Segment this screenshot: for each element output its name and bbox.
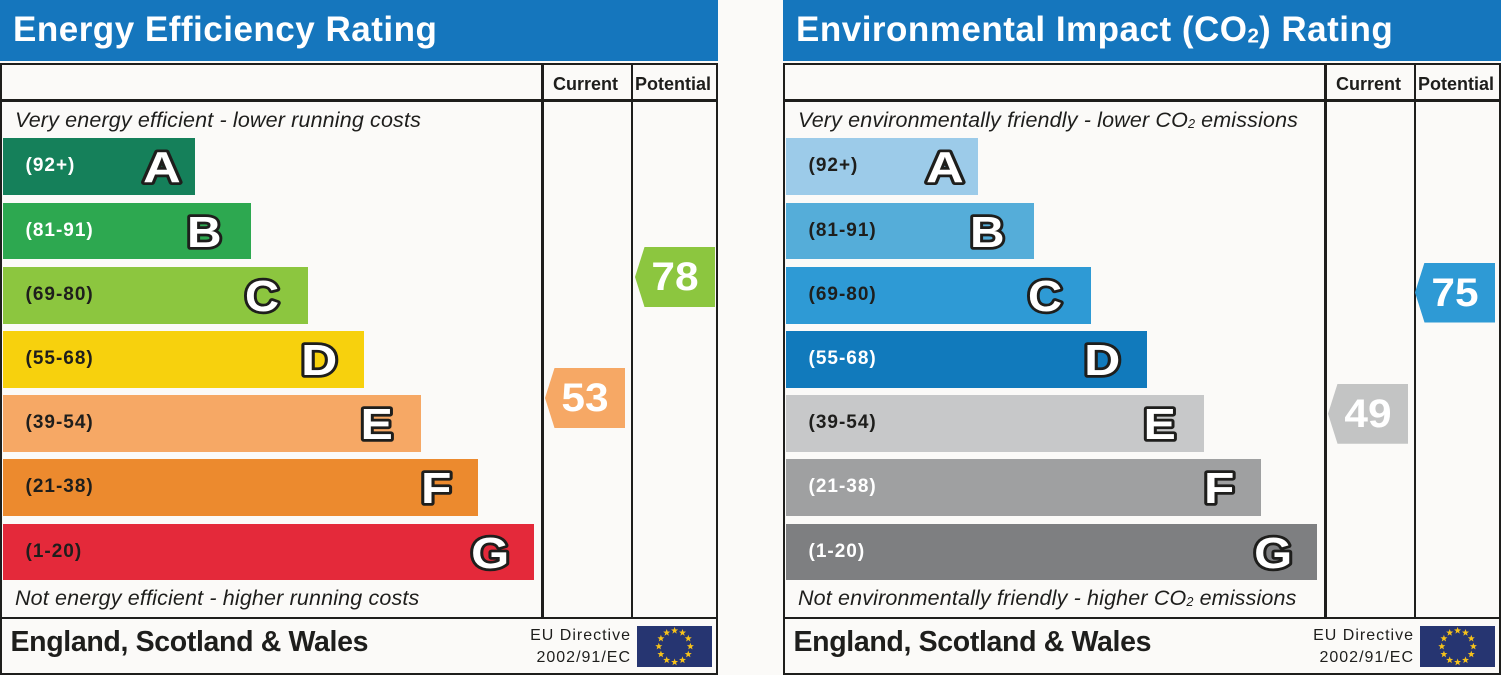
svg-text:E: E	[1144, 399, 1176, 449]
svg-text:F: F	[1204, 463, 1234, 513]
svg-text:G: G	[471, 528, 509, 577]
svg-text:C: C	[1028, 271, 1062, 320]
svg-text:F: F	[421, 463, 451, 513]
svg-text:A: A	[926, 143, 964, 192]
svg-text:D: D	[1084, 335, 1120, 384]
svg-text:G: G	[1254, 528, 1292, 577]
svg-text:A: A	[143, 143, 181, 192]
svg-text:B: B	[970, 206, 1005, 256]
svg-text:C: C	[245, 271, 279, 320]
svg-text:D: D	[301, 335, 337, 384]
svg-text:E: E	[361, 399, 393, 449]
svg-text:B: B	[187, 206, 222, 256]
